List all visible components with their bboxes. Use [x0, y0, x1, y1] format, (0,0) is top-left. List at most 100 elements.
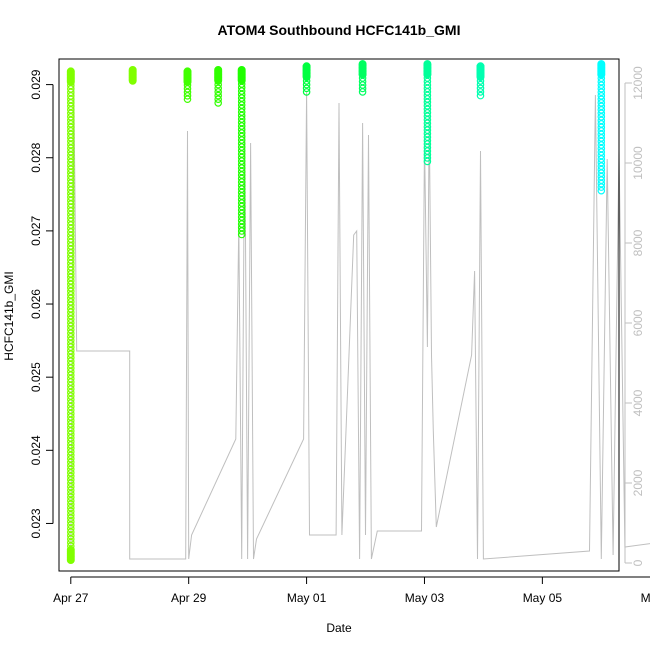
- data-point: [67, 399, 75, 407]
- data-point: [67, 413, 75, 421]
- data-point: [214, 84, 223, 93]
- data-point: [67, 297, 75, 306]
- data-point: [67, 283, 75, 292]
- data-point: [67, 273, 75, 282]
- data-point: [597, 176, 606, 184]
- data-point: [237, 230, 246, 239]
- flight-segment-6: [302, 62, 311, 96]
- data-point: [423, 129, 432, 138]
- data-point: [237, 143, 246, 151]
- flight-segment-9: [476, 62, 485, 100]
- data-point: [67, 357, 75, 365]
- flight-segment-2: [128, 66, 137, 85]
- data-point: [237, 188, 246, 197]
- data-point: [67, 280, 75, 289]
- data-point: [67, 395, 75, 404]
- data-point: [67, 228, 75, 236]
- data-point: [67, 315, 75, 324]
- data-point: [237, 164, 246, 172]
- data-point: [237, 150, 246, 158]
- x-tick-label: Apr 29: [171, 591, 207, 605]
- data-point: [67, 503, 75, 512]
- data-point: [476, 80, 485, 89]
- data-point: [214, 88, 223, 96]
- data-point: [67, 287, 75, 296]
- data-point: [597, 127, 606, 135]
- data-point: [67, 346, 75, 355]
- data-point: [237, 181, 246, 190]
- flight-segment-7: [358, 60, 367, 96]
- data-point: [597, 158, 606, 167]
- data-point: [237, 160, 246, 169]
- data-point: [67, 238, 75, 247]
- data-point: [67, 256, 75, 264]
- data-point: [67, 276, 75, 285]
- data-point: [423, 70, 432, 79]
- data-point: [67, 454, 75, 463]
- data-point: [597, 162, 606, 170]
- data-point: [597, 109, 606, 118]
- flight-segment-5: [237, 66, 246, 239]
- data-point: [302, 88, 311, 96]
- data-point: [237, 223, 246, 232]
- data-point: [597, 169, 606, 177]
- x-tick-label: May 03: [405, 591, 445, 605]
- data-point: [67, 207, 75, 215]
- data-point: [67, 147, 75, 156]
- data-point: [67, 245, 75, 254]
- data-point: [237, 132, 246, 141]
- data-point: [597, 151, 606, 160]
- data-point: [237, 220, 246, 228]
- data-point: [67, 496, 75, 505]
- y-axis-label: HCFC141b_GMI: [2, 271, 16, 360]
- data-point: [237, 167, 246, 176]
- data-point: [476, 88, 485, 96]
- data-point: [67, 430, 75, 439]
- data-point: [67, 154, 75, 163]
- data-point: [597, 84, 606, 93]
- y2-tick-label: 0: [631, 559, 645, 566]
- data-point: [597, 148, 606, 156]
- y2-tick-label: 12000: [631, 66, 645, 100]
- flight-segment-3: [183, 67, 192, 104]
- data-point: [66, 546, 75, 554]
- data-point: [67, 378, 75, 386]
- data-point: [67, 210, 75, 219]
- data-point: [67, 479, 75, 488]
- flight-segment-8: [423, 60, 432, 166]
- y-tick-label: 0.028: [29, 142, 43, 172]
- data-point: [67, 182, 75, 191]
- data-point: [67, 458, 75, 467]
- data-point: [67, 193, 75, 201]
- data-point: [423, 143, 432, 152]
- data-point: [67, 343, 75, 351]
- data-point: [237, 146, 246, 155]
- data-point: [423, 126, 432, 134]
- data-point: [183, 77, 192, 86]
- data-point: [237, 129, 246, 137]
- data-point: [67, 203, 75, 212]
- data-point: [67, 388, 75, 397]
- data-point: [67, 447, 75, 456]
- data-point: [67, 179, 75, 187]
- x-tick-label: May 07: [641, 591, 650, 605]
- data-point: [67, 434, 75, 442]
- data-point: [67, 420, 75, 428]
- data-point: [67, 350, 75, 358]
- data-point: [67, 151, 75, 160]
- data-point: [67, 493, 75, 502]
- data-point: [67, 123, 75, 132]
- data-point: [597, 130, 606, 139]
- data-point: [237, 185, 246, 193]
- data-point: [597, 179, 606, 188]
- data-point: [302, 80, 311, 89]
- data-point: [67, 353, 75, 362]
- data-point: [597, 183, 606, 191]
- data-point: [67, 224, 75, 233]
- data-point: [67, 242, 75, 250]
- y-tick-label: 0.029: [29, 69, 43, 99]
- data-point: [237, 202, 246, 211]
- y-tick-label: 0.027: [29, 216, 43, 246]
